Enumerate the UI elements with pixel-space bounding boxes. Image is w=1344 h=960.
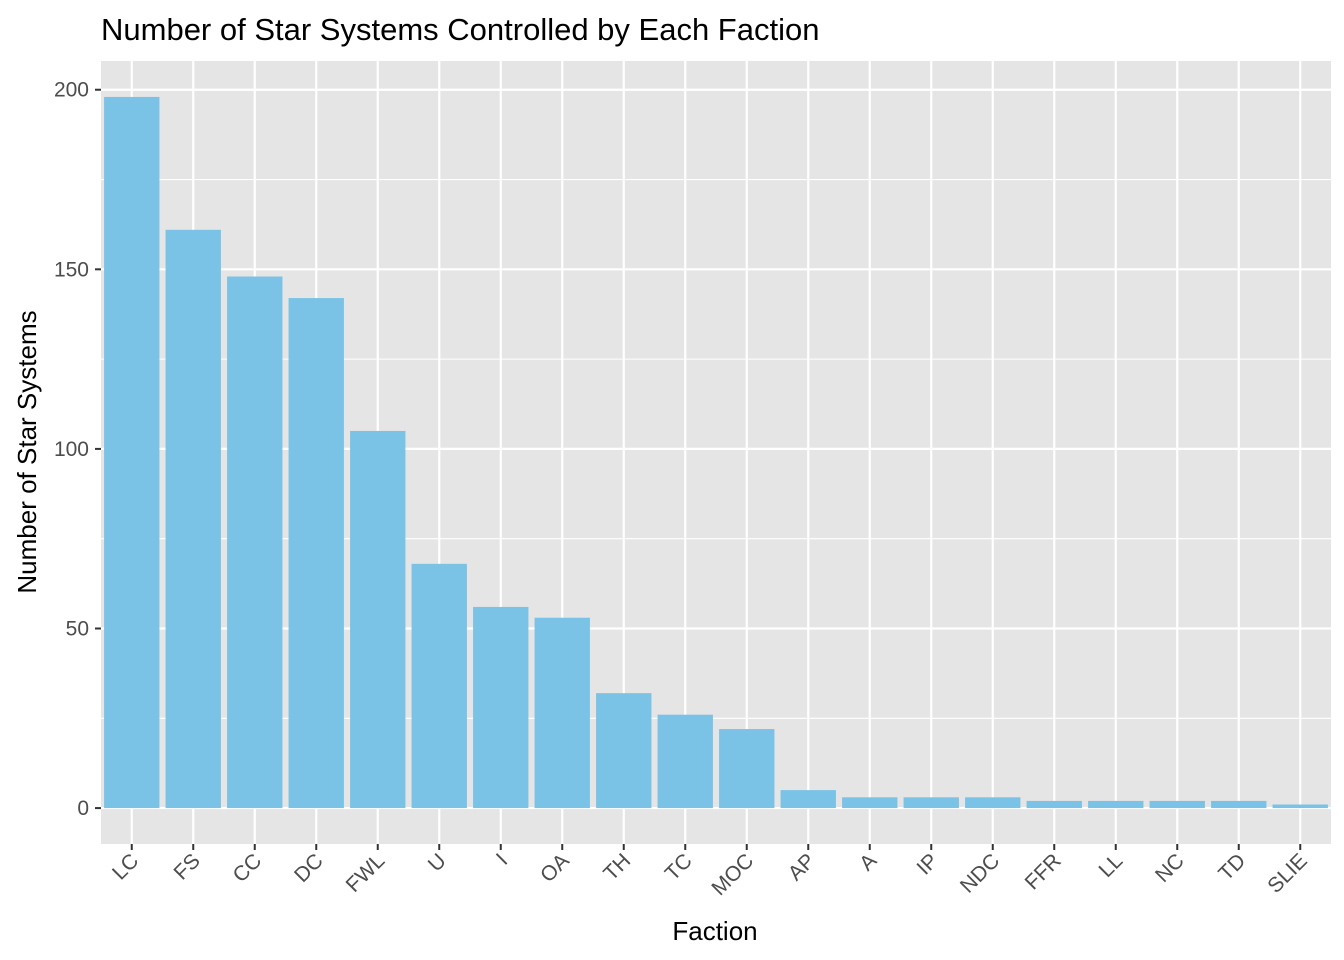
x-tick-label: MOC <box>707 849 758 900</box>
bars <box>104 96 1328 809</box>
bar-fwl <box>350 430 406 809</box>
x-tick-label: TD <box>1214 849 1250 885</box>
x-tick-label: FWL <box>342 849 390 897</box>
y-tick-label: 50 <box>66 617 89 640</box>
bar-ip <box>903 797 959 809</box>
x-tick-label: SLIE <box>1263 849 1311 897</box>
x-tick-label: FS <box>170 849 205 884</box>
x-tick-label: CC <box>229 849 267 887</box>
x-tick-label: TH <box>599 849 635 885</box>
bar-lc <box>104 96 160 809</box>
x-tick-label: NC <box>1151 849 1189 887</box>
bar-ndc <box>965 797 1021 809</box>
x-tick-label: LC <box>108 849 143 884</box>
bar-th <box>596 693 652 809</box>
bar-i <box>473 606 529 809</box>
x-tick-label: LL <box>1095 849 1128 882</box>
bar-moc <box>719 729 775 809</box>
x-tick-label: NDC <box>956 849 1004 897</box>
x-tick-label: U <box>424 849 451 876</box>
y-axis: 0 50 100 150 200 <box>54 79 101 820</box>
bar-dc <box>288 298 344 809</box>
x-tick-label: FFR <box>1021 849 1066 894</box>
bar-oa <box>534 617 590 809</box>
x-tick-label: I <box>492 849 512 869</box>
y-axis-title: Number of Star Systems <box>12 310 42 593</box>
x-axis-title: Faction <box>672 916 757 946</box>
bar-slie <box>1272 804 1328 809</box>
plot-panel <box>101 61 1331 844</box>
bar-ap <box>780 790 836 809</box>
y-tick-label: 200 <box>54 79 89 102</box>
x-tick-label: IP <box>912 849 942 879</box>
bar-u <box>411 563 467 809</box>
bar-fs <box>165 229 221 809</box>
x-axis: LC FS CC DC FWL U I OA TH TC MOC AP A IP NDC FFR LL NC TD S… <box>108 844 1312 900</box>
y-tick-label: 100 <box>54 438 89 461</box>
bar-cc <box>227 276 283 809</box>
bar-td <box>1211 800 1267 809</box>
x-tick-label: A <box>855 849 881 875</box>
y-tick-label: 150 <box>54 258 89 281</box>
x-tick-label: AP <box>784 849 820 885</box>
bar-nc <box>1149 800 1205 809</box>
x-tick-label: OA <box>536 849 574 887</box>
y-tick-label: 0 <box>77 797 89 820</box>
bar-ll <box>1088 800 1144 809</box>
bar-a <box>842 797 898 809</box>
chart-title: Number of Star Systems Controlled by Eac… <box>101 12 819 47</box>
x-tick-label: DC <box>290 849 328 887</box>
x-tick-label: TC <box>661 849 697 885</box>
bar-tc <box>657 714 713 809</box>
bar-ffr <box>1026 800 1082 809</box>
